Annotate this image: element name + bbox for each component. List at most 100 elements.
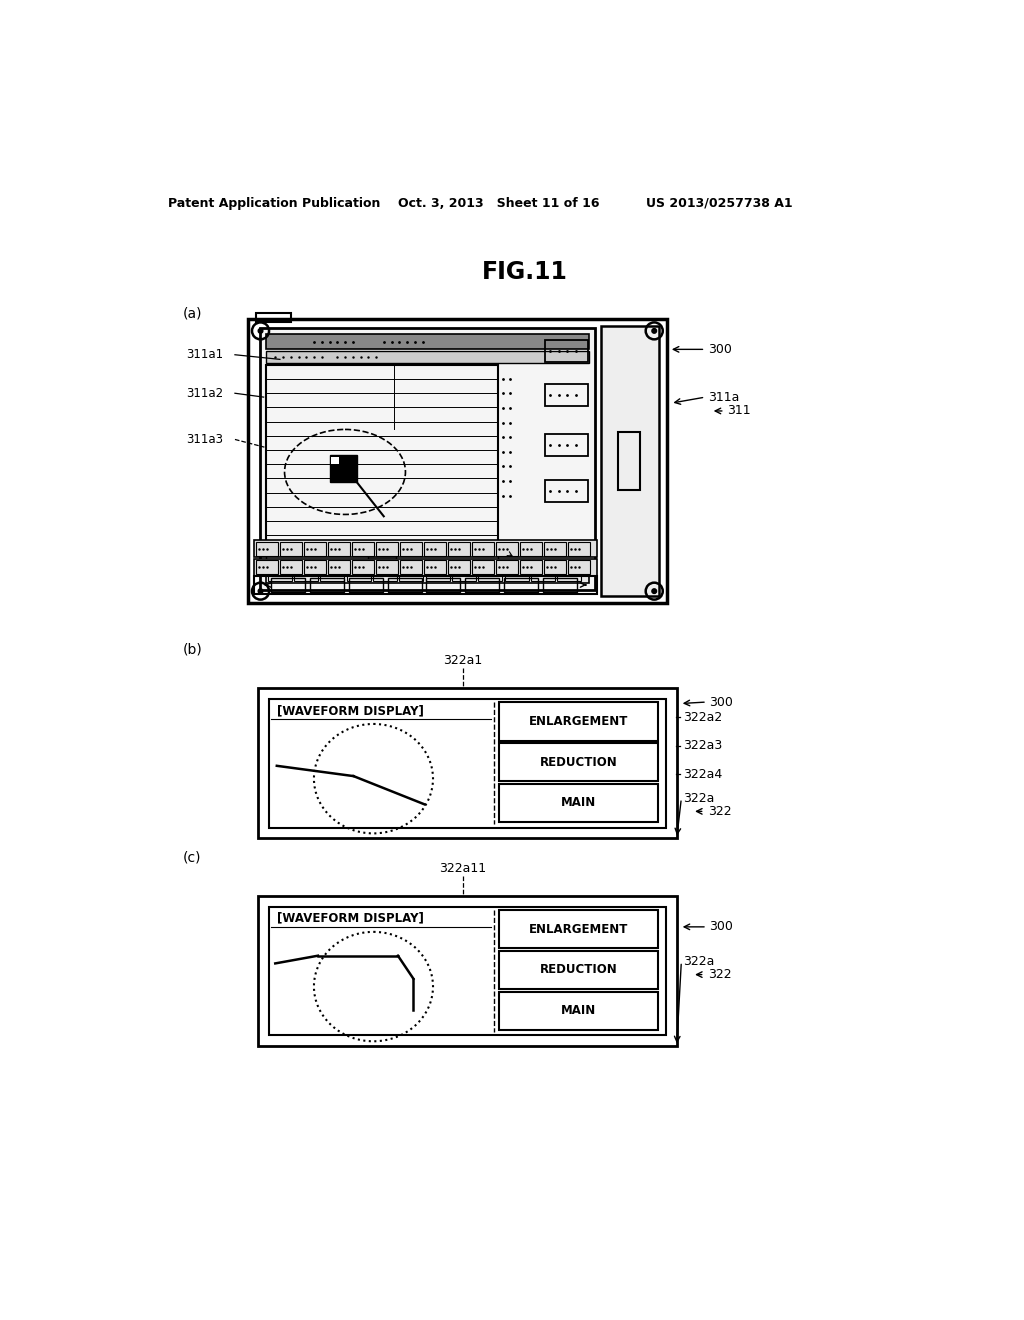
Bar <box>254 558 597 576</box>
Bar <box>267 568 292 581</box>
Bar <box>499 991 658 1030</box>
Text: 322a: 322a <box>683 792 715 805</box>
Text: 322a3: 322a3 <box>683 739 722 752</box>
Bar <box>256 313 291 322</box>
Text: 300: 300 <box>710 920 733 933</box>
Bar <box>376 543 397 556</box>
Bar <box>269 907 666 1035</box>
Bar <box>400 543 422 556</box>
Bar <box>256 543 278 556</box>
Text: 322: 322 <box>708 805 731 818</box>
Bar <box>304 543 326 556</box>
Bar <box>544 560 566 574</box>
Bar <box>544 543 566 556</box>
Bar <box>254 576 597 594</box>
Text: US 2013/0257738 A1: US 2013/0257738 A1 <box>646 197 793 210</box>
Bar <box>266 566 589 582</box>
Circle shape <box>652 329 656 333</box>
Bar <box>465 578 500 591</box>
Bar <box>426 578 461 591</box>
Text: MAIN: MAIN <box>561 796 596 809</box>
Bar <box>601 326 658 595</box>
Bar <box>331 457 339 465</box>
Bar <box>557 568 582 581</box>
Bar <box>266 334 589 350</box>
Bar <box>294 568 317 581</box>
Bar <box>424 543 445 556</box>
Bar <box>260 327 595 590</box>
Bar <box>388 578 422 591</box>
Text: 311a: 311a <box>708 391 739 404</box>
Text: 311a2: 311a2 <box>186 387 223 400</box>
Bar <box>496 543 518 556</box>
Bar <box>304 560 326 574</box>
Bar <box>617 432 640 490</box>
Text: FIG.11: FIG.11 <box>482 260 567 284</box>
Text: 322a: 322a <box>683 954 715 968</box>
Bar <box>254 540 597 557</box>
Bar <box>472 543 494 556</box>
Bar <box>568 560 590 574</box>
Bar <box>256 560 278 574</box>
Text: (a): (a) <box>182 308 202 321</box>
Text: (c): (c) <box>182 850 201 865</box>
Bar <box>248 318 667 603</box>
Bar <box>499 784 658 822</box>
Circle shape <box>258 329 263 333</box>
Bar <box>499 743 658 781</box>
Bar <box>280 543 302 556</box>
Bar <box>321 568 344 581</box>
Bar <box>258 896 677 1047</box>
Circle shape <box>258 589 263 594</box>
Text: Oct. 3, 2013   Sheet 11 of 16: Oct. 3, 2013 Sheet 11 of 16 <box>397 197 599 210</box>
Bar <box>258 688 677 838</box>
Bar <box>499 950 658 989</box>
Text: 322a1: 322a1 <box>443 653 482 667</box>
Text: 322a11: 322a11 <box>439 862 486 875</box>
Bar <box>426 568 450 581</box>
Bar <box>280 560 302 574</box>
Text: 322a2: 322a2 <box>683 711 722 723</box>
Bar <box>400 560 422 574</box>
Text: 311a1: 311a1 <box>186 348 223 362</box>
Bar <box>349 578 383 591</box>
Bar <box>271 578 305 591</box>
Bar <box>424 560 445 574</box>
Bar <box>352 543 374 556</box>
Bar <box>352 560 374 574</box>
Bar <box>568 543 590 556</box>
Text: REDUCTION: REDUCTION <box>540 755 617 768</box>
Bar <box>545 480 588 502</box>
Bar <box>269 700 666 828</box>
Text: 300: 300 <box>708 343 731 356</box>
Text: REDUCTION: REDUCTION <box>540 964 617 977</box>
Bar <box>266 351 589 363</box>
Bar <box>266 552 499 564</box>
Bar <box>505 568 528 581</box>
Bar <box>399 568 423 581</box>
Text: ENLARGEMENT: ENLARGEMENT <box>528 714 629 727</box>
Text: MAIN: MAIN <box>561 1005 596 1018</box>
Bar <box>376 560 397 574</box>
Bar <box>266 364 499 549</box>
Text: 311: 311 <box>727 404 751 417</box>
Bar <box>545 341 588 362</box>
Bar <box>369 553 396 562</box>
Bar <box>449 543 470 556</box>
Bar <box>520 543 542 556</box>
Bar <box>452 568 476 581</box>
Text: 300: 300 <box>710 696 733 709</box>
Bar <box>499 702 658 741</box>
Bar <box>449 560 470 574</box>
Bar <box>373 568 397 581</box>
Text: Patent Application Publication: Patent Application Publication <box>168 197 381 210</box>
Bar <box>531 568 555 581</box>
Bar <box>545 384 588 405</box>
Text: 311a3: 311a3 <box>186 433 223 446</box>
Bar <box>543 578 577 591</box>
Text: 322a4: 322a4 <box>683 768 722 781</box>
Bar <box>496 560 518 574</box>
Text: [WAVEFORM DISPLAY]: [WAVEFORM DISPLAY] <box>276 912 424 925</box>
Bar <box>346 568 371 581</box>
Bar <box>330 455 356 482</box>
